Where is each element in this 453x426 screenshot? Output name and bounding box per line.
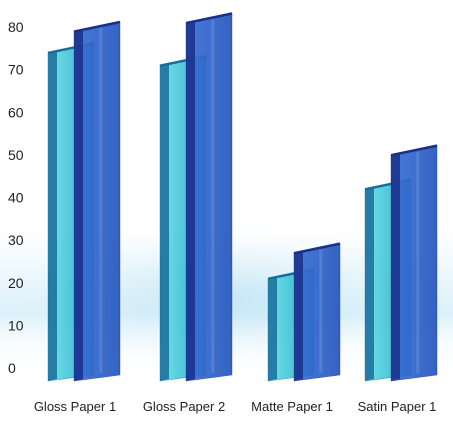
x-axis-labels: Gloss Paper 1 Gloss Paper 2 Matte Paper 1 S… [34,399,437,414]
bar-series-2-sheen [319,249,323,373]
bar-group [267,242,341,382]
bar-group [159,12,233,382]
bar-series-2-edge [74,28,83,381]
y-axis-ticks: 0 10 20 30 40 50 60 70 80 [8,19,24,376]
y-tick-label: 10 [8,317,24,333]
x-category-label: Gloss Paper 2 [143,399,225,414]
bar-series-1-edge [48,49,57,381]
y-tick-label: 0 [8,360,16,376]
bar-series-1-edge [365,186,374,381]
bar-series-2 [73,20,121,382]
bar-series-1-edge [160,62,169,381]
bar-series-2 [293,242,341,382]
bar-group [47,20,121,382]
bar-series-2-top-edge [293,242,341,255]
x-category-label: Matte Paper 1 [251,399,333,414]
bar-series-2-top-edge [185,12,233,25]
bar-series-2-top-edge [73,20,121,33]
bar-series-1-edge [268,275,277,381]
x-category-label: Gloss Paper 1 [34,399,116,414]
y-tick-label: 40 [8,190,24,206]
bar-series-2-edge [391,152,400,381]
y-tick-label: 60 [8,104,24,120]
bar-group [364,144,438,382]
bar-series-2-edge [186,20,195,381]
bar-series-2 [185,12,233,382]
bar-series-2-top-edge [390,144,438,157]
bar-series-2-sheen [416,151,420,373]
bars [47,12,438,382]
y-tick-label: 70 [8,62,24,78]
bar-series-2-sheen [211,19,215,373]
y-tick-label: 80 [8,19,24,35]
x-category-label: Satin Paper 1 [358,399,437,414]
bar-series-2-sheen [99,28,103,373]
bar-series-2 [390,144,438,382]
y-tick-label: 20 [8,275,24,291]
bar-series-2-edge [294,250,303,381]
y-tick-label: 30 [8,232,24,248]
y-tick-label: 50 [8,147,24,163]
